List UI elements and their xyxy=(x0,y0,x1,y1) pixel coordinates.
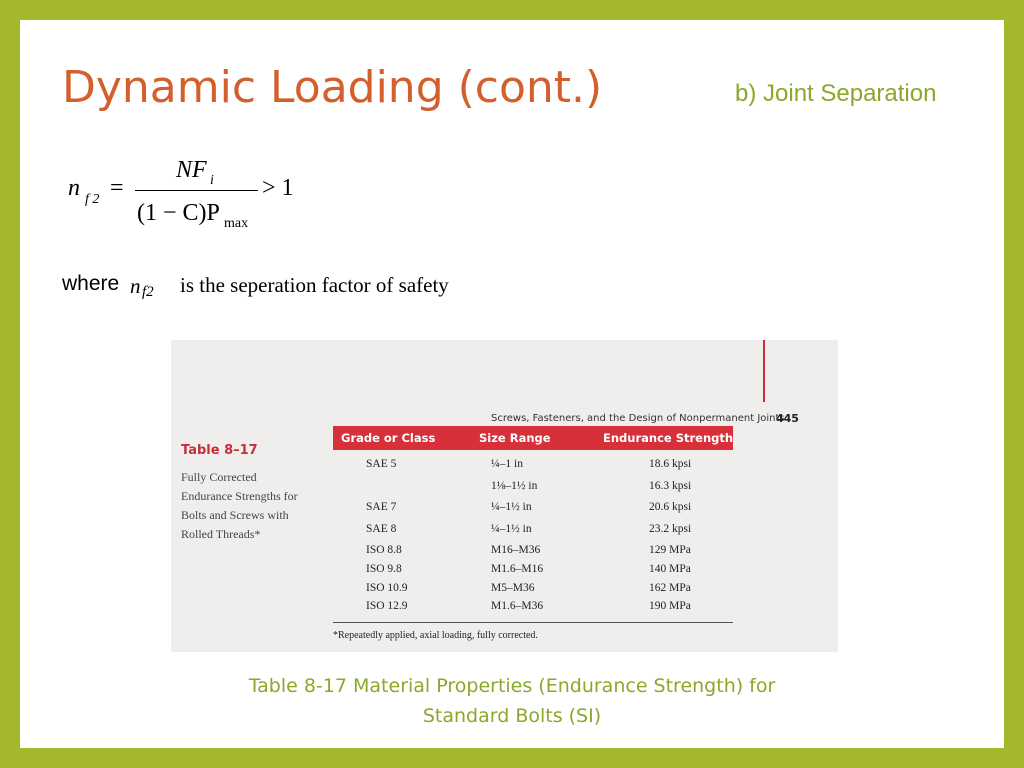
table-cell: 23.2 kpsi xyxy=(649,523,692,535)
page-rule xyxy=(763,340,765,402)
header-bar xyxy=(333,426,733,450)
eq-den-sub: max xyxy=(224,216,249,231)
table-cell: ISO 8.8 xyxy=(366,544,402,556)
table-cell: ISO 9.8 xyxy=(366,563,402,575)
table-cell: 20.6 kpsi xyxy=(649,501,692,513)
table-cell: 190 MPa xyxy=(649,600,691,612)
table-cell: ISO 12.9 xyxy=(366,600,408,612)
note-text: is the seperation factor of safety xyxy=(180,273,449,297)
caption-line: Table 8-17 Material Properties (Enduranc… xyxy=(248,675,776,697)
table-cell: M1.6–M16 xyxy=(491,563,544,575)
table-cell: SAE 8 xyxy=(366,523,397,535)
note-symbol-sub: f2 xyxy=(142,284,154,300)
table-cell: M16–M36 xyxy=(491,544,541,556)
table-cell: 16.3 kpsi xyxy=(649,480,692,492)
page-number: 445 xyxy=(776,412,799,425)
table-cell: M1.6–M36 xyxy=(491,600,544,612)
eq-num: NF xyxy=(176,157,207,183)
table-caption-line: Bolts and Screws with xyxy=(181,508,289,522)
table-figure: Screws, Fasteners, and the Design of Non… xyxy=(171,340,838,652)
table-cell: M5–M36 xyxy=(491,582,535,594)
title: Dynamic Loading (cont.) xyxy=(62,62,603,113)
table-caption-line: Rolled Threads* xyxy=(181,527,261,541)
table-caption-line: Fully Corrected xyxy=(181,470,257,484)
table-cell: ¼–1½ in xyxy=(491,501,532,513)
subtitle: b) Joint Separation xyxy=(735,80,937,107)
column-header: Endurance Strength xyxy=(603,431,734,445)
eq-den: (1 − C)P xyxy=(137,200,220,226)
table-label: Table 8–17 xyxy=(181,443,258,458)
table-cell: SAE 7 xyxy=(366,501,397,513)
eq-rhs: > 1 xyxy=(262,175,294,201)
eq-lhs: n xyxy=(68,175,80,201)
table-caption-line: Endurance Strengths for xyxy=(181,489,298,503)
footnote: *Repeatedly applied, axial loading, full… xyxy=(333,630,538,641)
eq-num-sub: i xyxy=(210,173,214,188)
table-cell: 18.6 kpsi xyxy=(649,458,692,470)
table-cell: 1⅛–1½ in xyxy=(491,480,538,492)
table-rule xyxy=(333,622,733,623)
running-head: Screws, Fasteners, and the Design of Non… xyxy=(491,413,785,424)
eq-equals: = xyxy=(110,175,124,201)
slide: Dynamic Loading (cont.) b) Joint Separat… xyxy=(20,20,1004,748)
table-cell: SAE 5 xyxy=(366,458,397,470)
caption-line: Standard Bolts (SI) xyxy=(422,705,602,727)
table-cell: ¼–1 in xyxy=(491,458,523,470)
table-cell: ¼–1½ in xyxy=(491,523,532,535)
fraction-bar xyxy=(135,190,258,191)
eq-lhs-sub: f 2 xyxy=(85,192,100,207)
note-symbol: n xyxy=(130,274,141,298)
column-header: Size Range xyxy=(479,431,551,445)
table-cell: 162 MPa xyxy=(649,582,691,594)
note-lead: where xyxy=(62,272,120,295)
table-cell: ISO 10.9 xyxy=(366,582,408,594)
table-cell: 140 MPa xyxy=(649,563,691,575)
table-cell: 129 MPa xyxy=(649,544,691,556)
column-header: Grade or Class xyxy=(341,431,436,445)
